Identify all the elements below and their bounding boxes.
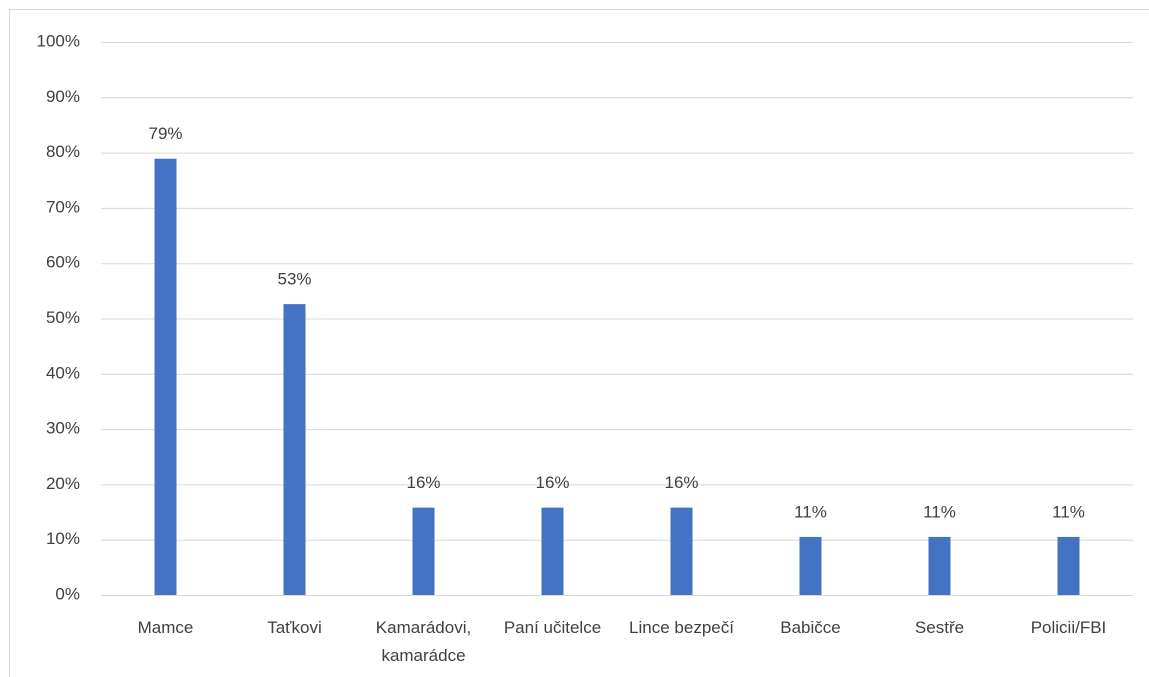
y-tick-label: 0% [55,584,80,603]
bar [1057,536,1080,595]
data-label: 11% [1052,502,1085,521]
y-tick-label: 50% [46,308,80,327]
data-label: 16% [664,473,698,492]
x-tick-label: Policii/FBI [1030,618,1107,637]
bar [541,507,564,595]
data-label: 11% [923,502,956,521]
y-tick-label: 90% [46,87,80,106]
x-tick-label: Kamarádovi, kamarádce [375,618,472,665]
y-tick-label: 20% [46,474,80,493]
bar [670,507,693,595]
y-tick-label: 60% [46,253,80,272]
bar [799,536,822,595]
x-tick-label: Taťkovi [267,618,322,637]
bar [154,158,177,596]
data-label: 53% [277,270,311,289]
x-tick-label: Paní učitelce [503,618,602,637]
x-tick-label: Lince bezpečí [629,618,734,637]
y-tick-label: 40% [46,363,80,382]
data-label: 16% [406,473,440,492]
bar [283,304,306,595]
x-tick-label: Sestře [914,618,965,637]
data-label: 11% [794,502,827,521]
x-tick-label: Mamce [137,618,194,637]
y-tick-label: 80% [46,142,80,161]
y-tick-label: 30% [46,419,80,438]
data-label: 79% [148,124,182,143]
y-tick-label: 100% [37,31,80,50]
y-tick-label: 10% [46,529,80,548]
x-tick-label: Babičce [780,618,841,637]
data-label: 16% [535,473,569,492]
bar [928,536,951,595]
y-tick-label: 70% [46,197,80,216]
bar [412,507,435,595]
